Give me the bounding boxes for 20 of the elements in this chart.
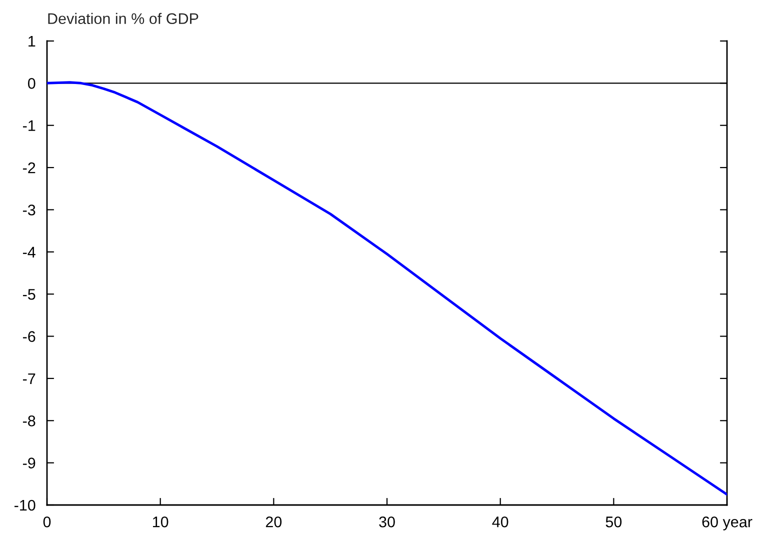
x-tick-label: 20 <box>266 516 282 528</box>
x-tick-label: 10 <box>153 516 168 528</box>
y-tick-label: 1 <box>28 36 36 47</box>
y-tick-label: -6 <box>22 331 36 342</box>
x-tick-label: 30 <box>379 516 395 528</box>
y-tick-label: -2 <box>22 162 36 174</box>
y-tick-label: -10 <box>14 500 36 511</box>
y-tick-label: -9 <box>22 458 36 469</box>
y-tick-label: -5 <box>22 289 36 300</box>
y-tick-label: -7 <box>22 373 36 384</box>
x-tick-label: 50 <box>606 516 622 528</box>
x-tick-label: 60 year <box>702 516 752 530</box>
y-tick-label: -4 <box>22 246 36 258</box>
y-tick-label: -3 <box>22 204 36 216</box>
y-tick-label: -8 <box>22 416 36 426</box>
x-tick-label: 40 <box>492 516 508 528</box>
y-tick-label: 0 <box>28 78 36 89</box>
y-axis-title: Deviation in % of GDP <box>48 12 198 24</box>
y-tick-label: -1 <box>22 120 36 131</box>
x-tick-label: 0 <box>43 516 51 528</box>
